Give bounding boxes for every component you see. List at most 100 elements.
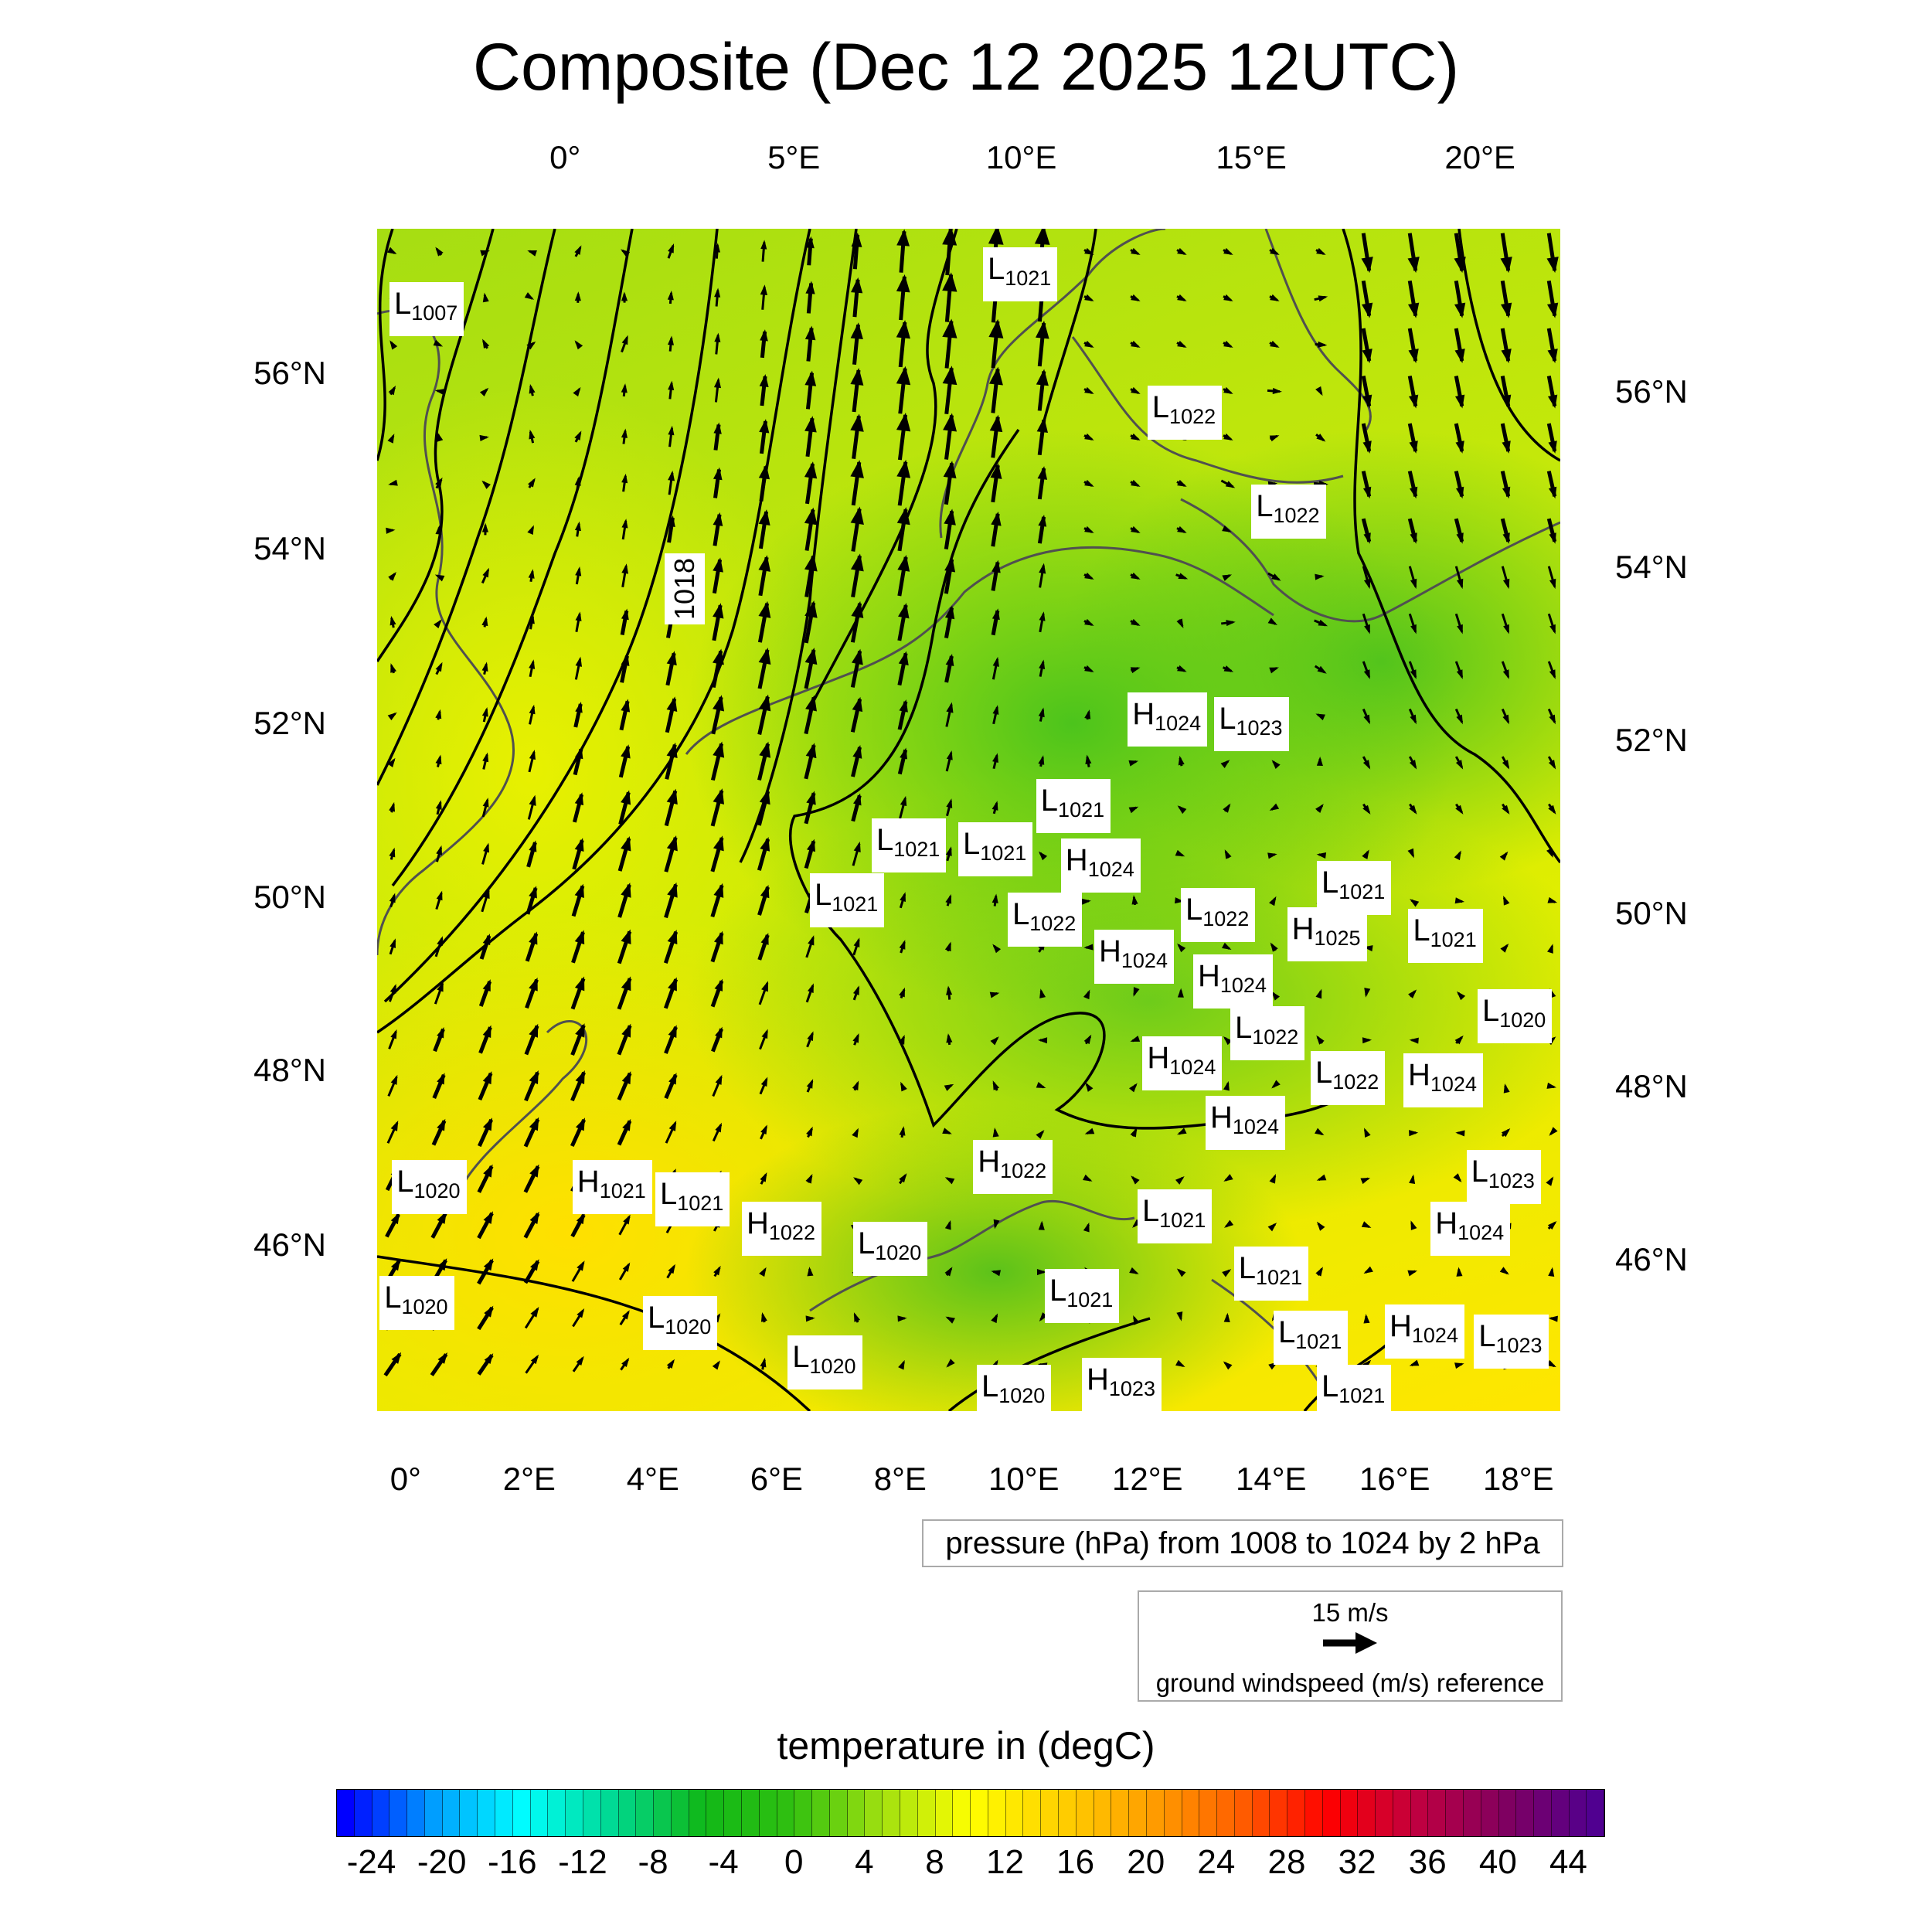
wind-arrowhead [804,553,818,572]
bottom-lon-tick: 2°E [502,1461,556,1497]
wind-arrowhead [667,335,674,345]
wind-arrowhead [942,1128,952,1134]
wind-arrowhead [1267,1223,1277,1232]
wind-arrowhead [621,335,628,345]
center-value: 1022 [1000,1159,1047,1183]
center-type: L [1478,1318,1496,1353]
low-pressure-label: L1020 [1478,989,1553,1043]
wind-arrowhead [943,413,957,432]
wind-arrowhead [574,930,585,945]
colorbar-swatch [424,1790,443,1836]
wind-arrowhead [389,340,398,350]
colorbar-swatch [777,1790,795,1836]
wind-arrowhead [1502,804,1510,815]
center-value: 1020 [401,1295,448,1319]
center-value: 1021 [1430,928,1477,951]
colorbar-label: 12 [986,1843,1025,1881]
colorbar-swatch [1322,1790,1341,1836]
wind-arrowhead [529,931,538,945]
wind-arrowhead [1175,1359,1185,1367]
wind-arrowhead [524,292,535,300]
wind-arrowhead [1269,667,1279,674]
low-pressure-label: L1023 [1214,697,1289,752]
wind-arrowhead [437,1352,447,1364]
wind-arrowhead [900,795,907,807]
wind-arrowhead [1083,1222,1090,1233]
colorbar-label: -16 [487,1843,537,1881]
colorbar-label: -8 [638,1843,668,1881]
wind-arrowhead [946,750,953,760]
center-type: H [1408,1058,1430,1093]
wind-arrowhead [621,699,631,713]
wind-arrowhead [1410,1220,1417,1230]
center-value: 1020 [413,1179,461,1202]
colorbar-swatch [1569,1790,1587,1836]
wind-arrowhead [1223,1080,1230,1091]
center-type: L [1413,913,1430,947]
colorbar-swatch [548,1790,566,1836]
center-value: 1024 [1155,712,1202,735]
wind-arrowhead [1084,526,1094,533]
wind-arrowhead [1500,302,1512,318]
center-value: 1021 [1338,1384,1386,1408]
wind-arrowhead [1502,760,1510,770]
wind-arrowhead [944,1219,951,1230]
wind-arrowhead [852,745,862,759]
wind-arrowhead [1270,247,1280,255]
wind-arrowhead [1409,804,1417,815]
center-type: H [747,1206,769,1241]
wind-arrowhead [621,383,628,393]
wind-arrowhead [1084,433,1094,440]
wind-arrowhead [992,893,998,903]
center-type: L [1151,390,1170,425]
bottom-lon-tick: 18°E [1483,1461,1554,1497]
wind-arrowhead [992,656,999,667]
wind-arrowhead [437,1073,445,1085]
wind-arrowhead [389,801,396,812]
center-value: 1024 [1411,1324,1458,1347]
high-pressure-label: H1022 [742,1202,821,1257]
wind-arrowhead [1457,624,1463,634]
wind-arrowhead [530,1259,539,1271]
center-type: H [1389,1309,1412,1343]
left-lat-tick: 46°N [253,1226,326,1263]
low-pressure-label: L1021 [872,818,947,873]
wind-arrowhead [1410,578,1417,590]
wind-arrowhead [668,1073,677,1085]
wind-arrowhead [528,614,535,624]
wind-arrowhead [1503,896,1510,906]
wind-arrowhead [1547,1220,1557,1230]
wind-arrowhead [1315,713,1325,721]
wind-arrowhead [946,702,954,713]
colorbar-swatch [1587,1790,1605,1836]
wind-arrowhead [1038,707,1045,718]
wind-arrowhead [437,981,444,992]
wind-arrowhead [1502,669,1509,679]
colorbar-swatch [636,1790,655,1836]
wind-arrowhead [435,662,443,672]
right-lat-tick: 56°N [1615,372,1688,410]
wind-arrowhead [1408,349,1419,364]
wind-arrowhead [944,1177,955,1185]
colorbar-swatch [460,1790,478,1836]
wind-arrowhead [945,846,952,856]
wind-arrowhead [897,1315,907,1322]
wind-arrowhead [1407,848,1414,859]
wind-arrowhead [896,459,911,478]
wind-arrowhead [1315,386,1323,396]
center-value: 1020 [665,1315,712,1338]
wind-arrowhead [1223,294,1233,301]
wind-arrowhead [713,243,721,253]
wind-arrowhead [713,377,722,389]
wind-arrowhead [1409,1037,1419,1044]
colorbar-swatch [1146,1790,1165,1836]
wind-arrowhead [621,976,631,992]
wind-arrowhead [1315,573,1325,580]
wind-arrowhead [1363,1266,1373,1274]
right-lat-tick: 54°N [1615,549,1688,585]
wind-arrowhead [804,648,818,665]
wind-arrowhead [943,461,957,479]
center-type: L [815,877,832,912]
wind-arrowhead [1453,1173,1462,1183]
wind-arrowhead [621,1310,630,1320]
